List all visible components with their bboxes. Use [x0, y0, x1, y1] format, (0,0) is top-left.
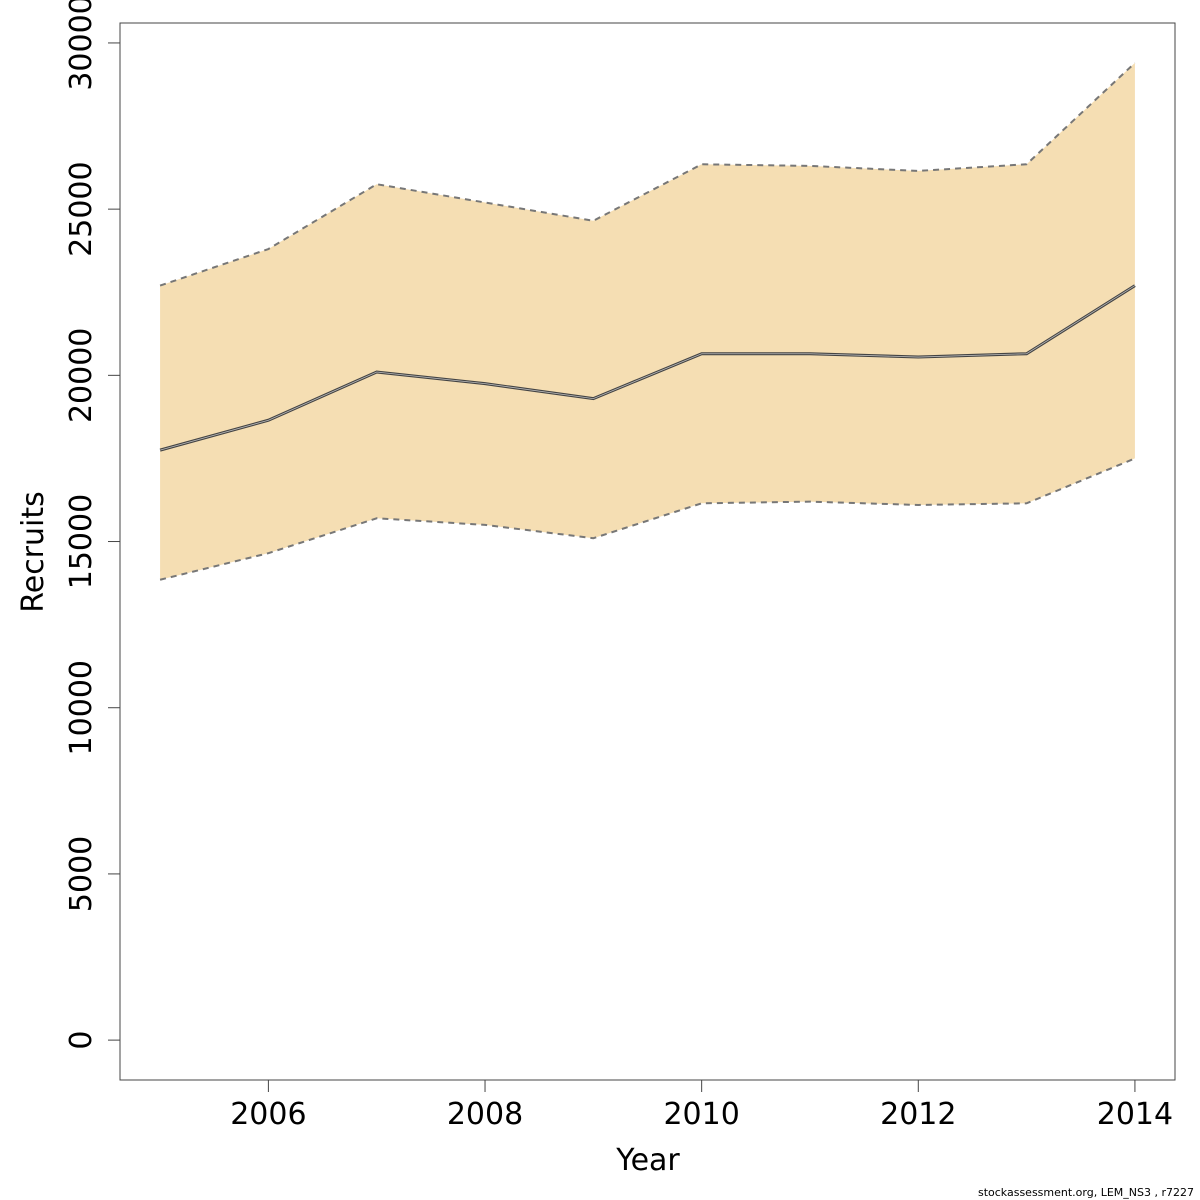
- y-tick-label: 25000: [64, 161, 99, 256]
- x-tick-label: 2008: [447, 1097, 523, 1132]
- x-axis-title: Year: [615, 1143, 680, 1178]
- estimate-line-highlight: [159, 285, 1136, 451]
- y-tick-label: 0: [64, 1031, 99, 1050]
- x-tick-label: 2006: [230, 1097, 306, 1132]
- y-tick-label: 5000: [64, 836, 99, 912]
- y-tick-label: 30000: [64, 0, 99, 91]
- y-tick-label: 10000: [64, 660, 99, 755]
- y-tick-label: 15000: [64, 494, 99, 589]
- lower-bound-line: [159, 457, 1136, 581]
- x-tick-label: 2012: [880, 1097, 956, 1132]
- confidence-band: [160, 62, 1135, 580]
- x-tick-label: 2010: [663, 1097, 739, 1132]
- upper-bound-line: [159, 62, 1136, 287]
- footnote: stockassessment.org, LEM_NS3 , r7227: [978, 1186, 1194, 1199]
- y-tick-label: 20000: [64, 328, 99, 423]
- y-axis-title: Recruits: [16, 491, 51, 613]
- x-tick-label: 2014: [1097, 1097, 1173, 1132]
